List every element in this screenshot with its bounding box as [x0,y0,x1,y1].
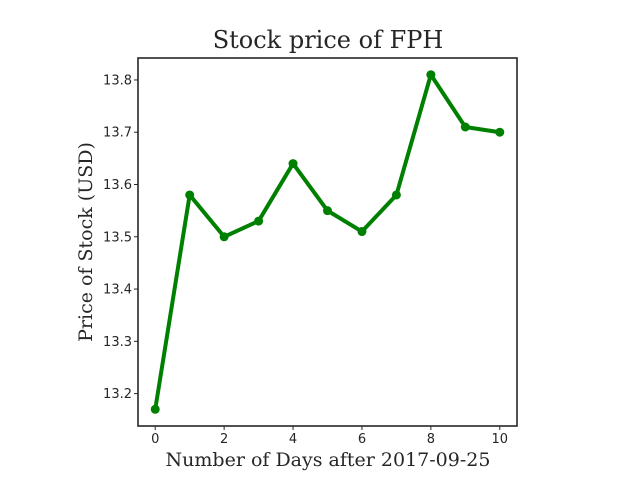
data-point [460,122,470,132]
data-point [185,190,195,200]
data-point [357,227,367,237]
ticks-layer: 0 2 4 6 8 10 13.2 13.3 13.4 13.5 13.6 13.7 13.8 [103,73,508,447]
x-axis-label: Number of Days after 2017-09-25 [166,449,491,471]
x-tick-label: 10 [491,432,508,447]
data-point [323,206,332,216]
data-point [426,70,436,80]
y-tick-label: 13.5 [103,230,132,245]
y-tick-label: 13.6 [103,178,132,193]
y-tick-label: 13.8 [103,73,132,88]
x-tick-label: 8 [427,432,435,447]
series-layer [150,70,505,414]
y-tick-label: 13.3 [103,335,132,350]
series-line [153,72,502,412]
data-point [219,232,229,242]
data-point [288,159,298,169]
plot-frame [137,57,518,427]
x-tick-label: 6 [358,432,366,447]
y-tick-label: 13.2 [103,387,132,402]
chart-title: Stock price of FPH [213,26,444,54]
data-point [391,190,401,200]
data-point [254,216,264,226]
x-tick-label: 4 [289,432,297,447]
y-tick-label: 13.7 [103,126,132,141]
x-tick-label: 2 [220,432,228,447]
y-tick-label: 13.4 [103,283,132,298]
data-point [150,404,160,414]
y-axis-label: Price of Stock (USD) [75,142,97,342]
x-tick-label: 0 [151,432,159,447]
data-point [495,127,505,137]
